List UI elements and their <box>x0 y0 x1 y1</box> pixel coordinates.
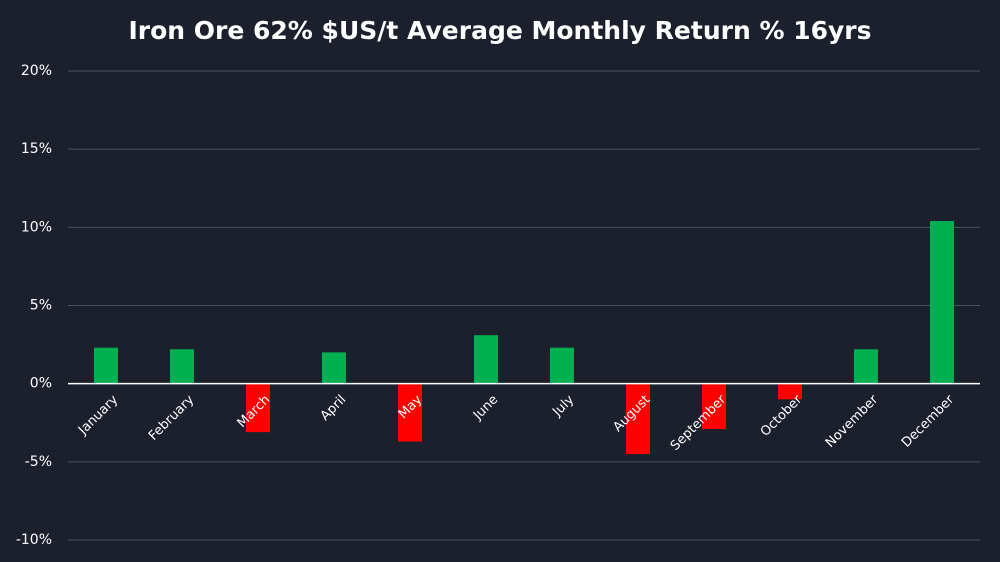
y-tick-label: 20% <box>21 63 52 79</box>
y-tick-label: 15% <box>21 141 52 157</box>
y-tick-label: 0% <box>30 376 52 392</box>
y-tick-label: 10% <box>21 219 52 235</box>
bar <box>550 347 574 384</box>
bar <box>398 383 422 442</box>
bar <box>474 335 498 384</box>
y-tick-label: -5% <box>25 454 52 470</box>
bar <box>246 383 270 433</box>
bar <box>94 347 118 384</box>
chart-title: Iron Ore 62% $US/t Average Monthly Retur… <box>128 16 871 45</box>
bar <box>322 352 346 384</box>
bar <box>626 383 650 455</box>
bar <box>930 221 954 384</box>
bar <box>854 349 878 384</box>
y-tick-label: -10% <box>16 532 52 548</box>
y-tick-label: 5% <box>30 298 52 314</box>
bar <box>170 349 194 384</box>
bar <box>702 383 726 430</box>
bar <box>778 383 802 400</box>
